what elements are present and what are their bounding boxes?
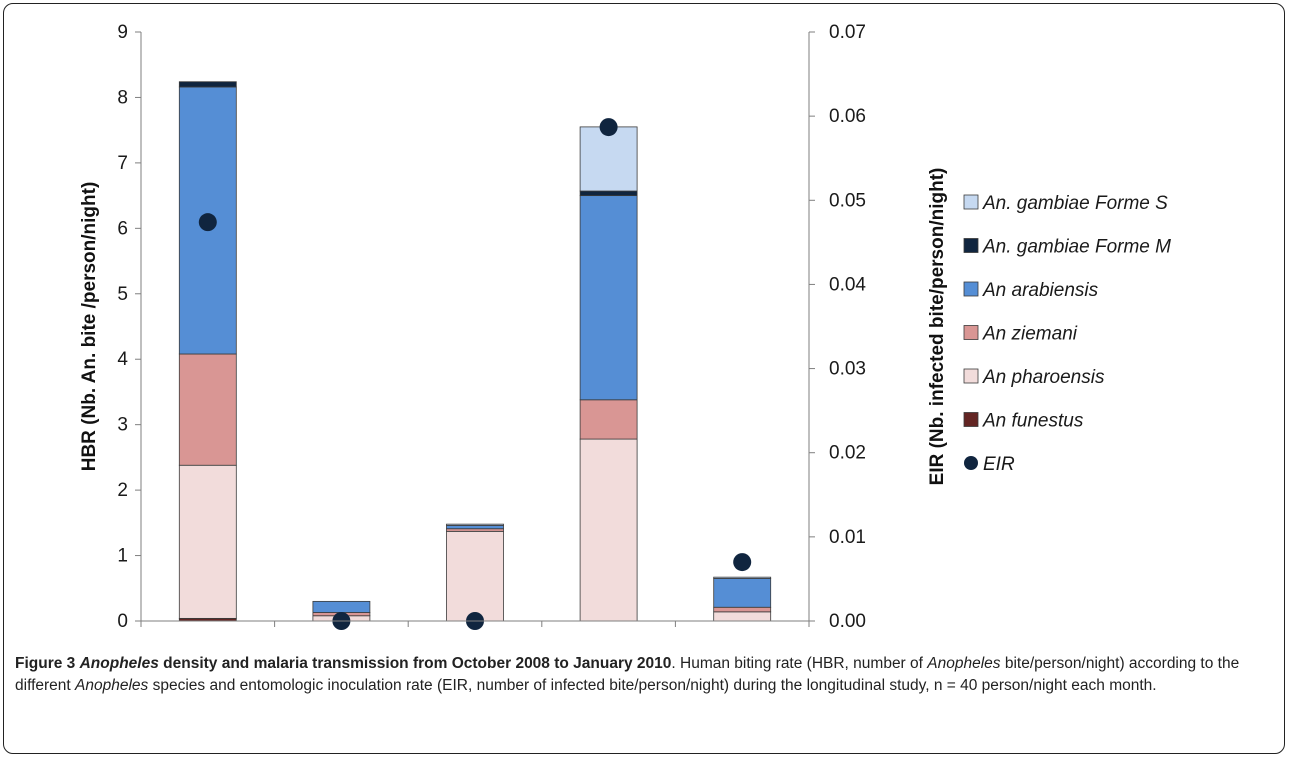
eir-point xyxy=(198,213,217,232)
legend-swatch xyxy=(963,281,979,297)
bar-segment xyxy=(446,525,504,530)
x-tick-label: Oct 2009 xyxy=(570,648,647,650)
legend-swatch xyxy=(963,412,979,427)
y2-tick-label: 0.07 xyxy=(829,22,866,43)
bar-segment xyxy=(713,611,772,622)
y-tick-label: 0 xyxy=(117,611,128,632)
legend-label: An. gambiae Forme S xyxy=(982,193,1168,214)
legend-label: An funestus xyxy=(982,411,1084,432)
bar-segment xyxy=(579,126,638,192)
caption-text-3: species and entomologic inoculation rate… xyxy=(148,677,1157,694)
x-tick-label: Jan 2009 xyxy=(302,648,380,650)
y2-tick-label: 0.03 xyxy=(829,359,866,380)
y2-axis-title: EIR (Nb. infected bite/person/night) xyxy=(927,168,948,486)
chart: 0 1 2 3 4 5 6 7 8 9 0.00 0.01 0.02 0.03 0.04 0.05 0.06 0.… xyxy=(79,22,1171,650)
y2-tick-label: 0.00 xyxy=(829,611,866,632)
legend-label: An pharoensis xyxy=(982,367,1105,388)
bar-segment xyxy=(579,195,638,401)
bar-segment xyxy=(446,523,504,526)
y-axis-title: HBR (Nb. An. bite /person/night) xyxy=(79,182,100,472)
caption-italic-1: Anopheles xyxy=(927,655,1001,672)
caption-text-2: bite/person/night) according to the diff… xyxy=(15,655,1240,694)
y2-tick-label: 0.01 xyxy=(829,527,866,548)
bar-segment xyxy=(312,600,371,613)
y-tick-label: 6 xyxy=(117,218,128,239)
y-tick-label: 9 xyxy=(117,22,128,43)
axes-layer: 0 1 2 3 4 5 6 7 8 9 0.00 0.01 0.02 0.03 0.04 0.05 0.06 0.… xyxy=(79,22,948,650)
x-tick-label: Jan 2010 xyxy=(703,648,781,650)
x-tick-label: Oct 2008 xyxy=(169,648,246,650)
legend-label: An. gambiae Forme M xyxy=(982,237,1171,258)
bar-segment xyxy=(713,578,772,608)
y2-tick-label: 0.05 xyxy=(829,190,866,211)
bar-segment xyxy=(579,190,638,197)
y-tick-label: 5 xyxy=(117,284,128,305)
y-tick-label: 7 xyxy=(117,153,128,174)
legend-label: EIR xyxy=(983,454,1015,475)
y-tick-label: 4 xyxy=(117,349,128,370)
bar-segment xyxy=(178,81,237,88)
y2-tick-label: 0.06 xyxy=(829,106,866,127)
eir-point xyxy=(599,118,618,137)
bar-segment xyxy=(446,530,504,622)
y-tick-label: 8 xyxy=(117,87,128,108)
bar-segment xyxy=(178,86,237,355)
y-tick-label: 1 xyxy=(117,546,128,567)
y-tick-label: 3 xyxy=(117,415,128,436)
bar-segment xyxy=(579,399,638,440)
legend-swatch xyxy=(963,238,979,253)
y2-tick-label: 0.02 xyxy=(829,443,866,464)
caption-figure-label: Figure 3 xyxy=(15,655,76,672)
legend-label: An ziemani xyxy=(982,324,1078,345)
caption-title-italic: Anopheles xyxy=(79,655,159,672)
legend-marker-eir xyxy=(964,456,978,470)
legend-swatch xyxy=(963,368,979,384)
y-tick-label: 2 xyxy=(117,480,128,501)
bar-segment xyxy=(713,576,772,579)
bar-segment xyxy=(178,353,237,466)
legend-label: An arabiensis xyxy=(982,280,1099,301)
legend-swatch xyxy=(963,194,979,210)
x-tick-label: May 2009 xyxy=(433,648,516,650)
caption-italic-2: Anopheles xyxy=(75,677,149,694)
bar-segment xyxy=(713,606,772,613)
bar-segment xyxy=(579,438,638,622)
legend-swatch xyxy=(963,325,979,340)
bars-layer xyxy=(178,81,772,622)
eir-point xyxy=(733,553,752,572)
caption-title: density and malaria transmission from Oc… xyxy=(158,655,672,672)
eir-points-layer xyxy=(198,118,752,630)
caption-text-1: . Human biting rate (HBR, number of xyxy=(671,655,928,672)
bar-segment xyxy=(178,464,237,619)
y2-tick-label: 0.04 xyxy=(829,274,866,295)
legend: An. gambiae Forme S An. gambiae Forme M An… xyxy=(963,193,1171,475)
figure-caption: Figure 3 Anopheles density and malaria t… xyxy=(15,653,1277,697)
